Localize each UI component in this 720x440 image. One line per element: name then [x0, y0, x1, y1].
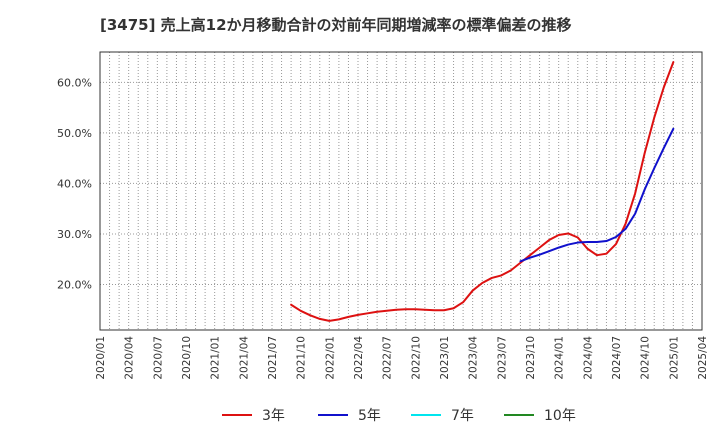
x-tick-label: 2021/07: [267, 336, 279, 380]
x-tick-label: 2022/04: [353, 336, 365, 380]
y-tick-label: 40.0%: [57, 177, 92, 190]
legend-item-5y[interactable]: 5年: [318, 402, 381, 428]
x-tick-label: 2024/01: [554, 336, 566, 380]
x-tick-label: 2024/07: [611, 336, 623, 380]
legend-label-5y: 5年: [358, 408, 381, 424]
y-tick-label: 60.0%: [57, 76, 92, 89]
x-tick-label: 2025/04: [697, 336, 709, 380]
x-tick-label: 2022/01: [324, 336, 336, 380]
legend-label-10y: 10年: [544, 408, 576, 424]
x-tick-label: 2020/04: [124, 336, 136, 380]
series-line-5年: [519, 127, 675, 263]
legend-swatch-5y: [318, 414, 348, 416]
x-tick-label: 2021/10: [296, 336, 308, 380]
legend-item-10y[interactable]: 10年: [504, 402, 576, 428]
x-tick-label: 2022/10: [410, 336, 422, 380]
x-tick-label: 2023/07: [496, 336, 508, 380]
y-tick-label: 30.0%: [57, 228, 92, 241]
x-tick-label: 2020/10: [181, 336, 193, 380]
x-tick-label: 2024/04: [582, 336, 594, 380]
legend-item-3y[interactable]: 3年: [222, 402, 285, 428]
x-tick-label: 2023/04: [468, 336, 480, 380]
plot-frame: [99, 51, 703, 331]
x-tick-label: 2025/01: [668, 336, 680, 380]
legend-label-7y: 7年: [451, 408, 474, 424]
chart-title: [3475] 売上高12か月移動合計の対前年同期増減率の標準偏差の推移: [100, 16, 572, 34]
x-tick-label: 2020/01: [95, 336, 107, 380]
series-line-3年: [290, 61, 675, 322]
x-tick-label: 2020/07: [152, 336, 164, 380]
legend-label-3y: 3年: [262, 408, 285, 424]
x-tick-label: 2023/10: [525, 336, 537, 380]
chart-legend: 3年 5年 7年 10年: [0, 402, 720, 428]
x-tick-label: 2022/07: [382, 336, 394, 380]
legend-swatch-3y: [222, 414, 252, 416]
x-tick-label: 2021/01: [210, 336, 222, 380]
legend-swatch-10y: [504, 414, 534, 416]
legend-swatch-7y: [411, 414, 441, 416]
x-tick-label: 2023/01: [439, 336, 451, 380]
y-tick-label: 50.0%: [57, 127, 92, 140]
y-tick-label: 20.0%: [57, 279, 92, 292]
x-tick-label: 2024/10: [640, 336, 652, 380]
legend-item-7y[interactable]: 7年: [411, 402, 474, 428]
x-tick-label: 2021/04: [238, 336, 250, 380]
